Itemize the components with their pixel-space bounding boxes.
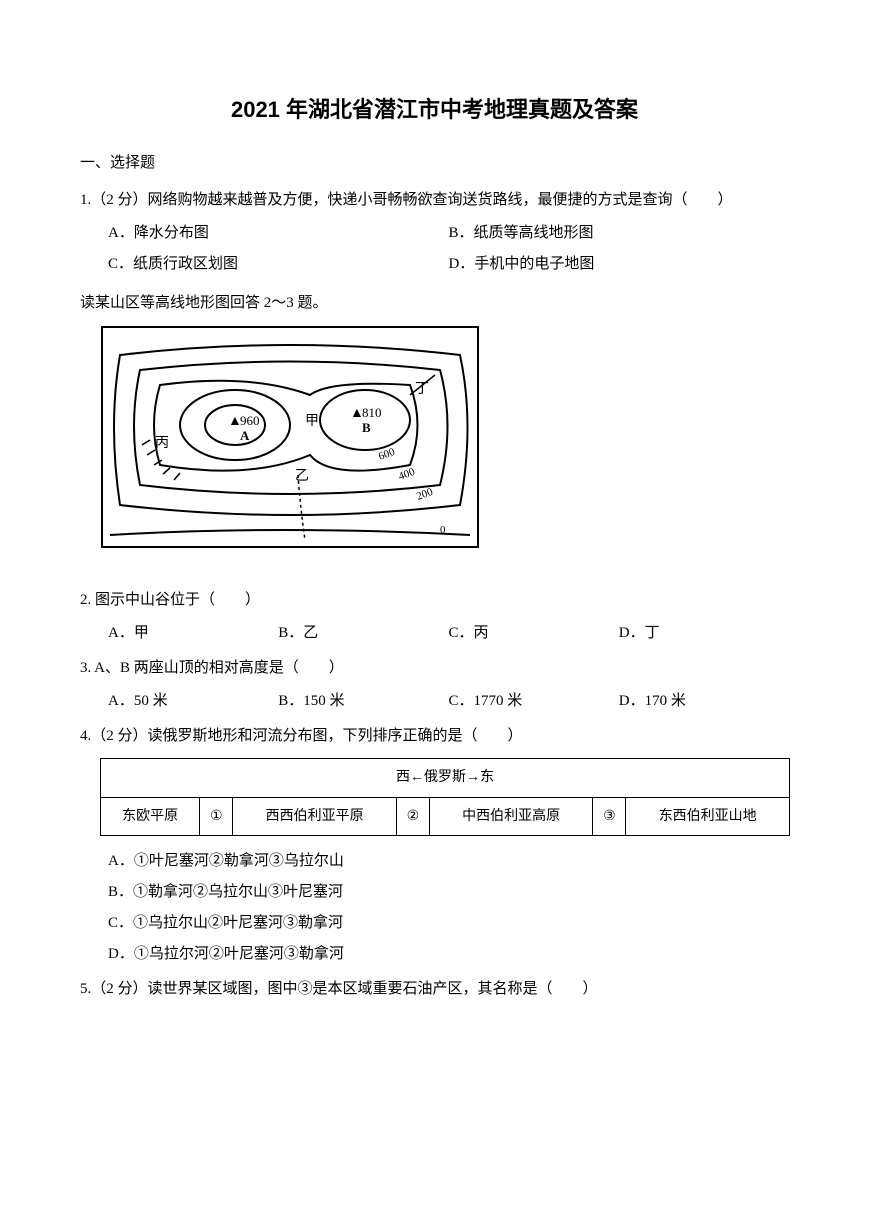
q1-opt-a: A．降水分布图	[108, 220, 449, 247]
contour-map-svg: ▲ 960 A ▲ 810 B 甲 乙 丙 丁 600 400 200 0	[100, 325, 480, 565]
table-cell-2: 西西伯利亚平原	[233, 797, 397, 835]
q4-opt-a: A．①叶尼塞河②勒拿河③乌拉尔山	[108, 848, 789, 875]
page-title: 2021 年湖北省潜江市中考地理真题及答案	[80, 90, 789, 130]
contour-map: ▲ 960 A ▲ 810 B 甲 乙 丙 丁 600 400 200 0	[100, 325, 789, 576]
question-4-text: 4.（2 分）读俄罗斯地形和河流分布图，下列排序正确的是（ ）	[80, 723, 789, 750]
q4-opt-b: B．①勒拿河②乌拉尔山③叶尼塞河	[108, 879, 789, 906]
question-1-options: A．降水分布图 B．纸质等高线地形图 C．纸质行政区划图 D．手机中的电子地图	[80, 220, 789, 282]
peak-b-sub: B	[362, 420, 371, 435]
question-3: 3. A、B 两座山顶的相对高度是（ ） A．50 米 B．150 米 C．17…	[80, 655, 789, 715]
table-cell-3: ②	[396, 797, 429, 835]
table-cell-4: 中西伯利亚高原	[429, 797, 593, 835]
question-4: 4.（2 分）读俄罗斯地形和河流分布图，下列排序正确的是（ ） 西←俄罗斯→东 …	[80, 723, 789, 967]
q3-opt-b: B．150 米	[278, 688, 448, 715]
q3-opt-d: D．170 米	[619, 688, 789, 715]
q1-opt-c: C．纸质行政区划图	[108, 251, 449, 278]
question-3-text: 3. A、B 两座山顶的相对高度是（ ）	[80, 655, 789, 682]
q2-opt-d: D．丁	[619, 620, 789, 647]
question-2-text: 2. 图示中山谷位于（ ）	[80, 587, 789, 614]
q3-opt-a: A．50 米	[108, 688, 278, 715]
russia-table: 西←俄罗斯→东 东欧平原 ① 西西伯利亚平原 ② 中西伯利亚高原 ③ 东西伯利亚…	[100, 758, 790, 835]
table-cell-1: ①	[200, 797, 233, 835]
label-yi: 乙	[295, 468, 309, 484]
q2-opt-b: B．乙	[278, 620, 448, 647]
instruction-23: 读某山区等高线地形图回答 2～3 题。	[80, 290, 789, 317]
contour-0: 0	[440, 524, 446, 536]
table-cell-6: 东西伯利亚山地	[626, 797, 790, 835]
question-4-options: A．①叶尼塞河②勒拿河③乌拉尔山 B．①勒拿河②乌拉尔山③叶尼塞河 C．①乌拉尔…	[80, 848, 789, 968]
label-jia: 甲	[305, 414, 319, 429]
q1-opt-b: B．纸质等高线地形图	[449, 220, 790, 247]
question-1-text: 1.（2 分）网络购物越来越普及方便，快递小哥畅畅欲查询送货路线，最便捷的方式是…	[80, 187, 789, 214]
question-5: 5.（2 分）读世界某区域图，图中③是本区域重要石油产区，其名称是（ ）	[80, 976, 789, 1003]
question-2-options: A．甲 B．乙 C．丙 D．丁	[80, 620, 789, 647]
question-1: 1.（2 分）网络购物越来越普及方便，快递小哥畅畅欲查询送货路线，最便捷的方式是…	[80, 187, 789, 282]
q1-opt-d: D．手机中的电子地图	[449, 251, 790, 278]
label-bing: 丙	[155, 436, 169, 451]
table-cell-5: ③	[593, 797, 626, 835]
peak-a-elevation: 960	[240, 413, 260, 428]
q4-opt-c: C．①乌拉尔山②叶尼塞河③勒拿河	[108, 910, 789, 937]
table-cell-0: 东欧平原	[101, 797, 200, 835]
question-5-text: 5.（2 分）读世界某区域图，图中③是本区域重要石油产区，其名称是（ ）	[80, 976, 789, 1003]
q2-opt-c: C．丙	[449, 620, 619, 647]
q3-opt-c: C．1770 米	[449, 688, 619, 715]
section-heading: 一、选择题	[80, 150, 789, 177]
q2-opt-a: A．甲	[108, 620, 278, 647]
table-header: 西←俄罗斯→东	[101, 759, 790, 797]
peak-a-sub: A	[240, 428, 250, 443]
q4-opt-d: D．①乌拉尔河②叶尼塞河③勒拿河	[108, 941, 789, 968]
peak-b-elevation: 810	[362, 405, 382, 420]
question-3-options: A．50 米 B．150 米 C．1770 米 D．170 米	[80, 688, 789, 715]
question-2: 2. 图示中山谷位于（ ） A．甲 B．乙 C．丙 D．丁	[80, 587, 789, 647]
